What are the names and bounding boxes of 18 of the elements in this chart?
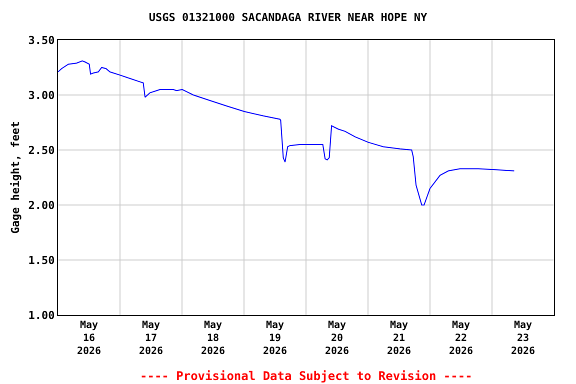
y-tick-label: 3.00 — [28, 88, 55, 102]
y-tick-label: 2.00 — [28, 198, 55, 212]
x-tick-label: May 17 2026 — [138, 320, 164, 357]
x-tick-label: May 23 2026 — [510, 320, 536, 357]
y-axis-title: Gage height, feet — [8, 121, 22, 234]
line-series — [58, 60, 515, 206]
y-tick-label: 1.50 — [28, 254, 55, 267]
x-tick-label: May 21 2026 — [386, 320, 412, 357]
text: ---- Provisional Data Subject to Revision ---- — [140, 369, 472, 383]
x-tick-label: May 16 2026 — [76, 320, 102, 357]
x-tick-label: May 22 2026 — [448, 320, 474, 357]
y-tick-label: 3.50 — [28, 34, 55, 47]
chart-title: USGS 01321000 SACANDAGA RIVER NEAR HOPE NY — [148, 11, 428, 24]
x-tick-label: May 20 2026 — [324, 320, 350, 357]
x-tick-label: May 18 2026 — [200, 320, 226, 357]
y-tick-label: 1.00 — [28, 308, 55, 322]
x-tick-label: May 19 2026 — [262, 320, 288, 357]
y-tick-label: 2.50 — [28, 144, 55, 157]
